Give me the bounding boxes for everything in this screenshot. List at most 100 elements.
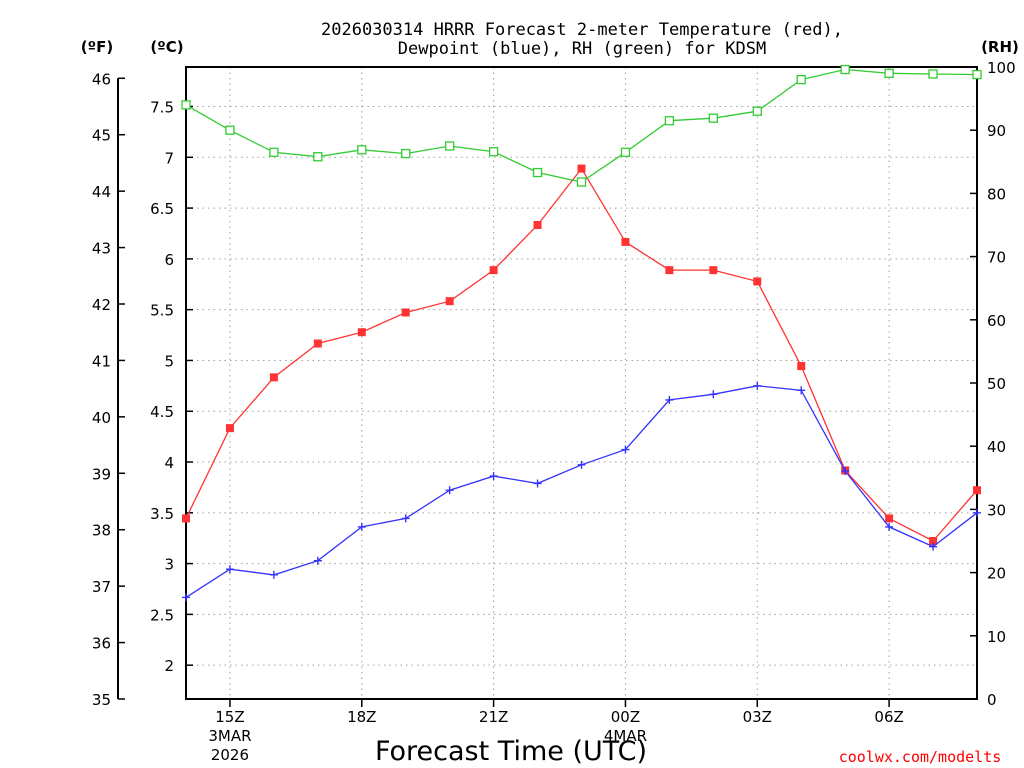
rh-tick-label: 0 [987,691,997,709]
celsius-tick-label: 3.5 [150,505,174,523]
x-tick-date: 4MAR [604,727,647,745]
celsius-tick-label: 7.5 [150,99,174,117]
fahrenheit-tick-label: 44 [92,183,111,201]
temperature-point [489,266,498,275]
rh-tick-label: 20 [987,565,1006,583]
fahrenheit-tick-label: 35 [92,691,111,709]
credit-text: coolwx.com/modelts [839,748,1002,766]
fahrenheit-tick-label: 45 [92,127,111,145]
rh-point [620,147,631,157]
temperature-point [797,362,806,371]
grid-lines [186,67,977,699]
rh-tick-label: 10 [987,628,1006,646]
dewpoint-point [841,467,850,476]
rh-point [313,152,323,162]
temperature-point [709,266,718,275]
temperature-series [182,164,981,545]
rh-point [181,100,191,110]
temperature-point [269,373,278,382]
rh-point [576,177,587,187]
rh-point [840,64,850,75]
temperature-point [929,537,938,545]
rh-tick-label: 40 [987,438,1006,456]
rh-tick-label: 100 [987,59,1016,77]
chart-title-line2: Dewpoint (blue), RH (green) for KDSM [398,39,766,59]
celsius-unit-label: (ºC) [150,38,183,56]
celsius-tick-label: 7 [164,149,174,167]
celsius-tick-label: 3 [164,556,174,574]
x-axis-label: Forecast Time (UTC) [375,736,647,767]
celsius-tick-label: 5.5 [150,302,174,320]
rh-series [181,64,982,187]
rh-tick-label: 80 [987,185,1006,203]
temperature-point [445,297,454,306]
dewpoint-point [665,395,674,404]
dewpoint-point [533,479,542,488]
celsius-tick-label: 5 [164,352,174,370]
rh-point [532,167,543,178]
dewpoint-point [621,445,630,454]
fahrenheit-tick-label: 43 [92,240,111,258]
temperature-point [313,339,322,348]
rh-unit-label: (RH) [981,38,1019,56]
fahrenheit-tick-label: 46 [92,70,111,88]
dewpoint-point [445,486,454,495]
dewpoint-point [753,381,762,390]
x-tick-year: 2026 [211,746,249,764]
rh-tick-label: 90 [987,122,1006,140]
dewpoint-point [929,542,938,551]
rh-point [357,145,367,155]
x-tick-label: 03Z [743,708,772,726]
rh-point [972,69,982,80]
celsius-tick-label: 4.5 [150,403,174,421]
dewpoint-series [182,381,981,602]
dewpoint-point [577,460,586,469]
dewpoint-point [401,514,410,523]
fahrenheit-tick-label: 37 [92,578,111,596]
rh-point [445,141,455,151]
rh-tick-label: 50 [987,375,1006,393]
rh-point [225,125,235,135]
data-series [181,64,982,602]
temperature-point [533,221,542,229]
dewpoint-point [313,556,322,565]
fahrenheit-tick-label: 36 [92,635,111,653]
rh-tick-label: 70 [987,249,1006,267]
axes: 35 36 37 38 39 40 41 42 43 44 45 46 2 2.5 3 3.5 4 4.5 5 5.5… [92,59,1016,764]
rh-point [488,147,499,157]
rh-point [928,69,938,79]
temperature-point [225,424,234,433]
fahrenheit-tick-label: 39 [92,465,111,483]
temperature-point [665,266,674,275]
dewpoint-point [973,508,981,517]
dewpoint-point [225,565,234,574]
temperature-point [401,308,410,317]
fahrenheit-tick-label: 38 [92,522,111,540]
fahrenheit-tick-label: 41 [92,352,111,370]
temperature-point [753,277,762,286]
dewpoint-point [357,522,366,531]
dewpoint-point [489,472,498,481]
temperature-point [621,237,630,246]
dewpoint-line [185,385,978,598]
temperature-point [357,328,366,337]
temperature-point [885,514,894,523]
rh-point [269,147,279,157]
dewpoint-point [797,386,806,395]
fahrenheit-tick-label: 42 [92,296,111,314]
x-tick-label: 15Z [215,708,244,726]
dewpoint-point [709,390,718,399]
rh-point [664,116,675,126]
dewpoint-point [269,570,278,579]
fahrenheit-tick-label: 40 [92,409,111,427]
rh-tick-label: 30 [987,501,1006,519]
celsius-tick-label: 2 [164,657,174,675]
fahrenheit-unit-label: (ºF) [81,38,113,56]
chart-title-line1: 2026030314 HRRR Forecast 2-meter Tempera… [321,20,843,40]
rh-point [401,148,411,159]
celsius-tick-label: 4 [164,454,174,472]
rh-point [884,68,894,78]
temperature-point [973,486,981,495]
rh-point [752,106,762,116]
temperature-point [577,164,586,173]
